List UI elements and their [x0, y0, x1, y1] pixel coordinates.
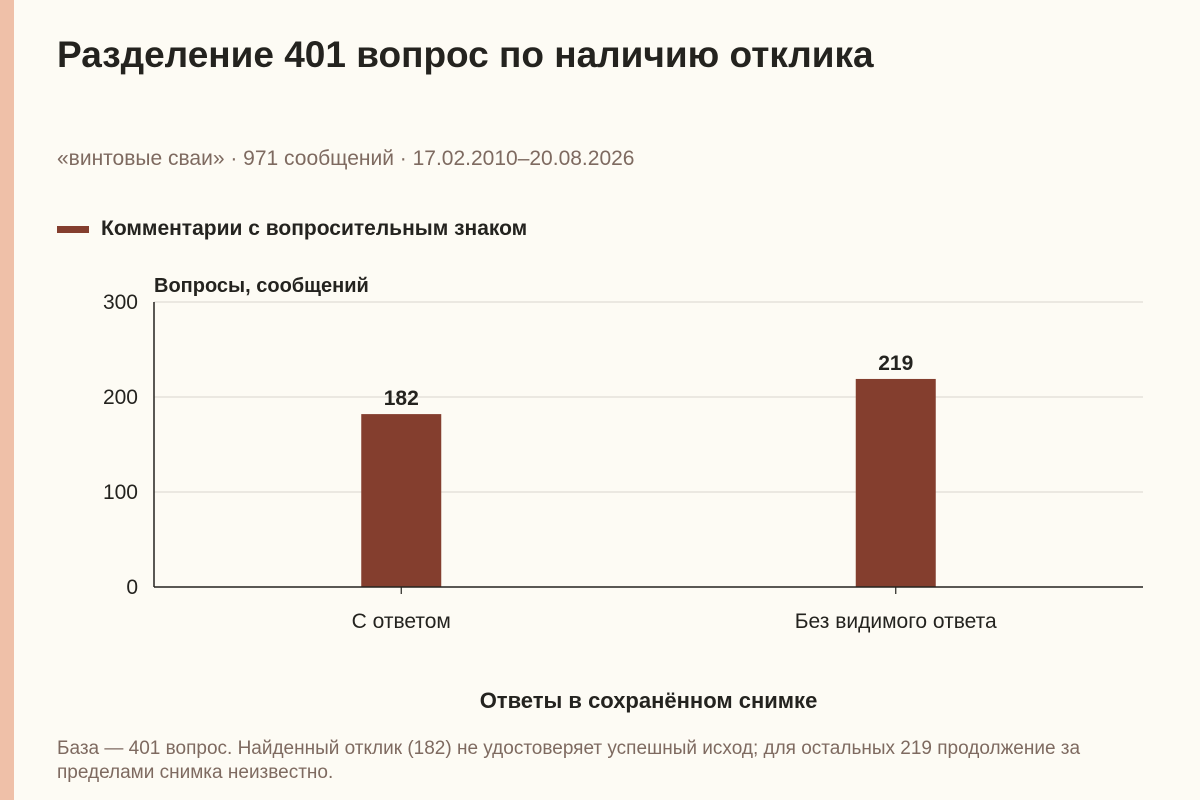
legend-label: Комментарии с вопросительным знаком	[101, 217, 528, 240]
chart-subtitle: «винтовые сваи» · 971 сообщений · 17.02.…	[57, 147, 635, 170]
data-labels: 182 219	[384, 352, 914, 410]
footnote: База — 401 вопрос. Найденный отклик (182…	[57, 738, 1081, 783]
y-tick-label-100: 100	[103, 481, 138, 504]
data-label-2: 219	[878, 352, 913, 375]
y-tick-labels: 0 100 200 300	[103, 291, 138, 599]
legend: Комментарии с вопросительным знаком	[57, 217, 527, 241]
accent-strip	[0, 0, 14, 800]
bars	[361, 378, 936, 587]
y-axis-label: Вопросы, сообщений	[154, 275, 369, 297]
y-tick-label-200: 200	[103, 386, 138, 409]
bar-1	[361, 414, 442, 587]
legend-swatch	[57, 225, 89, 233]
data-label-1: 182	[384, 387, 419, 410]
x-tick-label-1: С ответом	[352, 610, 451, 633]
x-axis-label: Ответы в сохранённом снимке	[480, 688, 818, 713]
chart-title: Разделение 401 вопрос по наличию отклика	[57, 34, 874, 75]
gridlines	[154, 301, 1143, 493]
y-tick-label-300: 300	[103, 291, 138, 314]
x-tick-label-2: Без видимого ответа	[795, 610, 997, 633]
y-tick-label-0: 0	[126, 576, 138, 599]
bar-2	[855, 378, 936, 587]
x-tick-labels: С ответом Без видимого ответа	[352, 587, 997, 633]
